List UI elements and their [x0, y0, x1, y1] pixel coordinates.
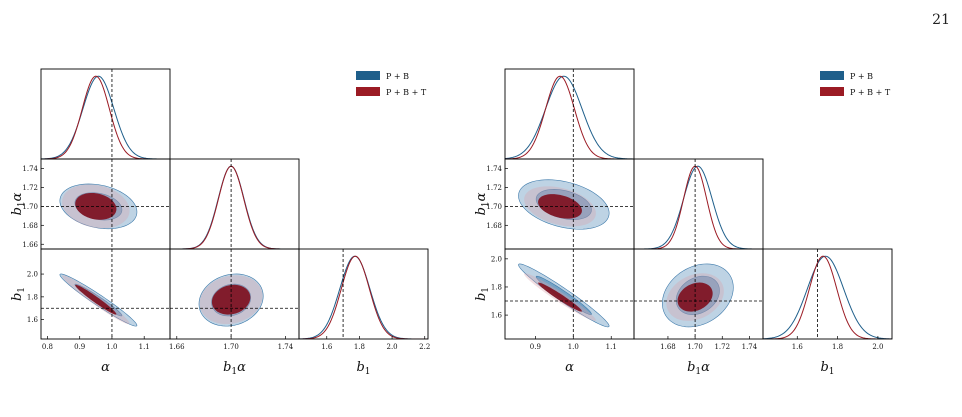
x-tick-label: 1.72 — [714, 343, 730, 351]
y-tick-label: 1.66 — [22, 241, 38, 249]
y-tick-label: 1.72 — [22, 184, 38, 192]
axis-label: b1α — [10, 192, 27, 215]
panel-frame — [40, 248, 171, 340]
panel-2-1: 1.68 1.70 1.72 1.74 — [633, 248, 764, 351]
panel-0-0 — [40, 68, 171, 160]
panel-2-2: 1.6 1.8 2.0 2.2 — [298, 248, 430, 351]
marginal-curve-P + B — [763, 255, 892, 339]
x-tick-label: 1.8 — [354, 343, 365, 351]
marginal-curve-P + B + T — [299, 255, 428, 339]
x-tick-label: 1.70 — [223, 343, 239, 351]
marginal-curve-P + B + T — [170, 165, 299, 249]
legend-swatch-0 — [356, 71, 380, 80]
legend-label-1: P + B + T — [386, 88, 427, 97]
x-tick-label: 1.1 — [606, 343, 617, 351]
axis-label: α — [565, 360, 574, 375]
panel-frame — [504, 68, 635, 160]
marginal-curve-P + B + T — [505, 75, 634, 159]
panel-1-0: 1.68 1.70 1.72 1.74 — [486, 158, 635, 250]
marginal-curve-P + B + T — [41, 75, 170, 159]
marginal-curve-P + B — [634, 165, 763, 249]
x-tick-label: 1.68 — [660, 343, 676, 351]
legend-label-0: P + B — [850, 72, 873, 81]
y-tick-label: 1.70 — [22, 203, 38, 211]
corner-plot-right: 1.68 1.70 1.72 1.74 b1α 0.9 1.0 1.1 1.6 1.8 2.0 α b1… — [474, 68, 893, 377]
panel-frame — [633, 158, 764, 250]
marginal-curve-P + B — [170, 165, 299, 249]
y-tick-label: 2.0 — [27, 271, 38, 279]
marginal-curve-P + B + T — [763, 255, 892, 339]
legend-label-0: P + B — [386, 72, 409, 81]
marginal-curve-P + B — [505, 75, 634, 159]
panel-frame — [762, 248, 893, 340]
axis-label: α — [101, 360, 110, 375]
legend-label-1: P + B + T — [850, 88, 891, 97]
panel-0-0 — [504, 68, 635, 160]
y-tick-label: 1.68 — [486, 222, 502, 230]
axis-label: b1α — [687, 360, 710, 377]
x-tick-label: 0.8 — [42, 343, 53, 351]
panel-frame — [298, 248, 429, 340]
x-tick-label: 2.0 — [387, 343, 398, 351]
y-tick-label: 1.6 — [491, 312, 503, 320]
panel-frame — [40, 68, 171, 160]
x-tick-label: 1.74 — [742, 343, 758, 351]
axis-label: b1α — [474, 192, 491, 215]
panel-2-1: 1.66 1.70 1.74 — [169, 248, 300, 351]
legend-swatch-1 — [820, 87, 844, 96]
x-tick-label: 2.0 — [872, 343, 883, 351]
panel-1-0: 1.66 1.68 1.70 1.72 1.74 — [22, 158, 171, 250]
panel-2-0: 0.8 0.9 1.0 1.1 1.6 1.8 2.0 — [27, 248, 171, 351]
y-tick-label: 2.0 — [491, 255, 502, 263]
legend-swatch-1 — [356, 87, 380, 96]
x-tick-label: 2.2 — [419, 343, 430, 351]
panel-2-0: 0.9 1.0 1.1 1.6 1.8 2.0 — [491, 248, 635, 351]
y-tick-label: 1.8 — [491, 283, 502, 291]
axis-label: b1 — [820, 360, 834, 377]
y-tick-label: 1.6 — [27, 316, 39, 324]
x-tick-label: 1.70 — [687, 343, 703, 351]
x-tick-label: 1.0 — [106, 343, 117, 351]
x-tick-label: 1.74 — [278, 343, 294, 351]
y-tick-label: 1.8 — [27, 293, 38, 301]
page-number: 21 — [932, 12, 950, 28]
marginal-curve-P + B + T — [634, 165, 763, 249]
contour-P + B + T-1 — [75, 284, 117, 315]
marginal-curve-P + B — [41, 75, 170, 159]
legend-swatch-0 — [820, 71, 844, 80]
axis-label: b1 — [10, 287, 27, 301]
axis-label: b1α — [223, 360, 246, 377]
y-tick-label: 1.72 — [486, 184, 502, 192]
x-tick-label: 0.9 — [74, 343, 85, 351]
y-tick-label: 1.74 — [486, 165, 502, 173]
contour-P + B + T-1 — [75, 192, 117, 220]
x-tick-label: 1.1 — [139, 343, 150, 351]
axis-label: b1 — [474, 287, 491, 301]
legend: P + B P + B + T — [820, 71, 891, 97]
y-tick-label: 1.70 — [486, 203, 502, 211]
panel-1-1 — [169, 158, 300, 250]
panel-1-1 — [633, 158, 764, 250]
x-tick-label: 1.6 — [792, 343, 804, 351]
contour-P + B + T-1 — [677, 282, 713, 312]
x-tick-label: 1.8 — [832, 343, 843, 351]
panel-frame — [169, 158, 300, 250]
x-tick-label: 1.0 — [568, 343, 579, 351]
x-tick-label: 1.6 — [321, 343, 333, 351]
axis-label: b1 — [356, 360, 370, 377]
y-tick-label: 1.74 — [22, 165, 38, 173]
x-tick-label: 1.66 — [169, 343, 185, 351]
x-tick-label: 0.9 — [530, 343, 541, 351]
legend: P + B P + B + T — [356, 71, 427, 97]
contour-P + B + T-1 — [538, 282, 582, 312]
panel-2-2: 1.6 1.8 2.0 — [762, 248, 893, 351]
y-tick-label: 1.68 — [22, 222, 38, 230]
